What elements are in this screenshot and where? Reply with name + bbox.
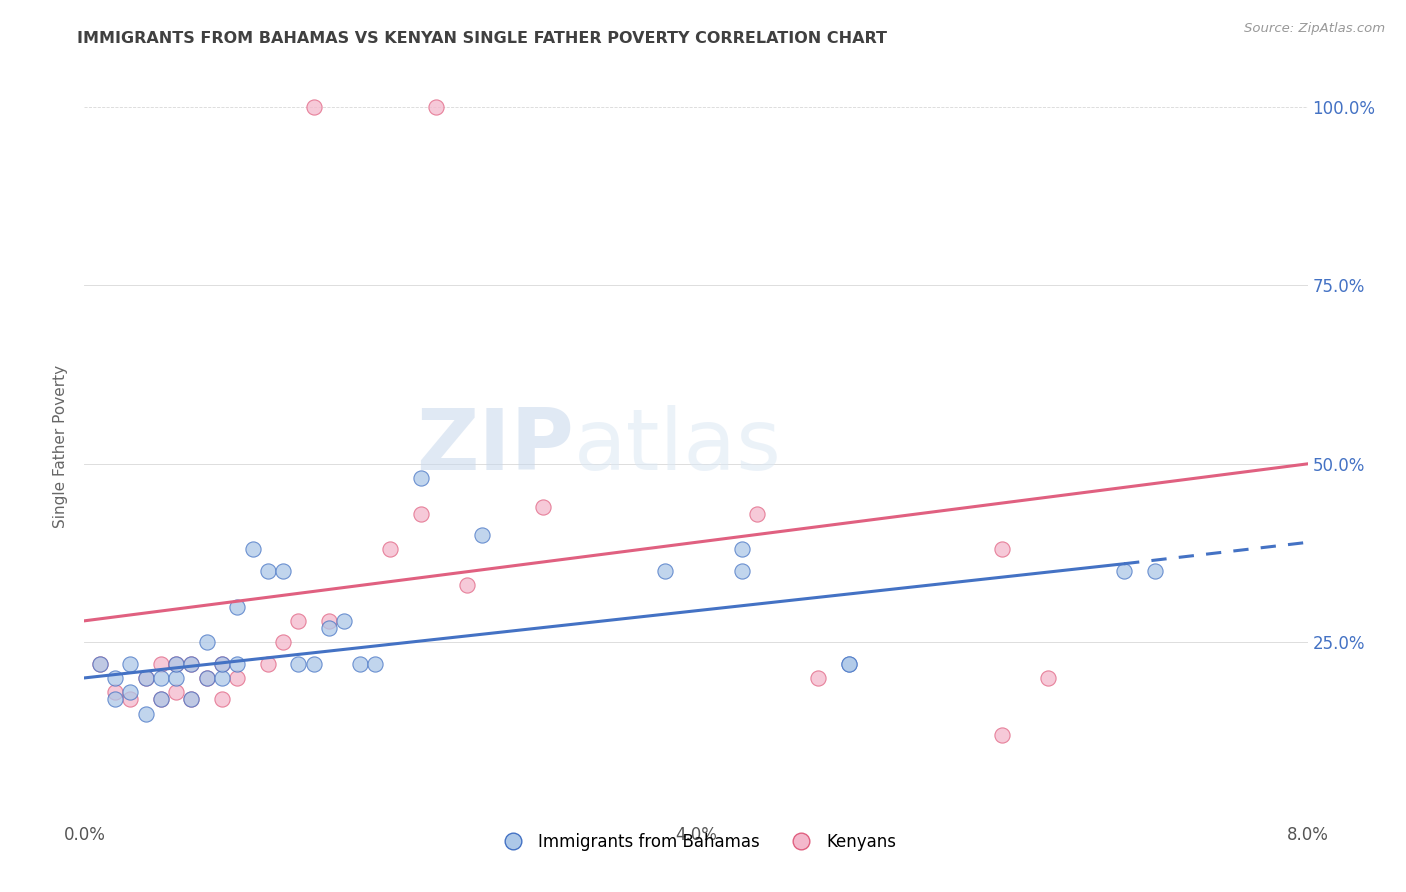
Point [1114, 564, 1136, 578]
Point [180, 657, 202, 671]
Text: Source: ZipAtlas.com: Source: ZipAtlas.com [1244, 22, 1385, 36]
Point [747, 507, 769, 521]
Point [226, 671, 249, 685]
Point [211, 692, 233, 706]
Point [271, 564, 294, 578]
Point [135, 671, 157, 685]
Point [180, 692, 202, 706]
Point [211, 657, 233, 671]
Point [195, 635, 218, 649]
Point [226, 657, 249, 671]
Point [120, 685, 142, 699]
Point [409, 471, 432, 485]
Point [211, 657, 233, 671]
Point [104, 671, 127, 685]
Point [135, 671, 157, 685]
Point [731, 542, 754, 557]
Point [149, 657, 172, 671]
Point [991, 728, 1014, 742]
Point [409, 507, 432, 521]
Point [838, 657, 860, 671]
Point [271, 635, 294, 649]
Point [1036, 671, 1059, 685]
Point [226, 599, 249, 614]
Point [425, 100, 447, 114]
Point [242, 542, 264, 557]
Point [149, 692, 172, 706]
Y-axis label: Single Father Poverty: Single Father Poverty [53, 365, 69, 527]
Legend: Immigrants from Bahamas, Kenyans: Immigrants from Bahamas, Kenyans [489, 826, 903, 857]
Point [195, 671, 218, 685]
Point [180, 692, 202, 706]
Point [654, 564, 676, 578]
Point [318, 614, 340, 628]
Text: IMMIGRANTS FROM BAHAMAS VS KENYAN SINGLE FATHER POVERTY CORRELATION CHART: IMMIGRANTS FROM BAHAMAS VS KENYAN SINGLE… [77, 31, 887, 46]
Point [333, 614, 356, 628]
Point [838, 657, 860, 671]
Point [89, 657, 111, 671]
Point [349, 657, 371, 671]
Point [195, 671, 218, 685]
Text: atlas: atlas [574, 404, 782, 488]
Point [456, 578, 478, 592]
Point [149, 671, 172, 685]
Point [1143, 564, 1166, 578]
Point [807, 671, 830, 685]
Point [120, 657, 142, 671]
Text: ZIP: ZIP [416, 404, 574, 488]
Point [180, 657, 202, 671]
Point [287, 657, 309, 671]
Point [731, 564, 754, 578]
Point [302, 100, 325, 114]
Point [257, 657, 280, 671]
Point [89, 657, 111, 671]
Point [211, 671, 233, 685]
Point [165, 657, 187, 671]
Point [471, 528, 494, 542]
Point [364, 657, 387, 671]
Point [380, 542, 402, 557]
Point [287, 614, 309, 628]
Point [318, 621, 340, 635]
Point [165, 671, 187, 685]
Point [302, 657, 325, 671]
Point [135, 706, 157, 721]
Point [991, 542, 1014, 557]
Point [165, 657, 187, 671]
Point [257, 564, 280, 578]
Point [104, 685, 127, 699]
Point [149, 692, 172, 706]
Point [165, 685, 187, 699]
Point [531, 500, 554, 514]
Point [120, 692, 142, 706]
Point [104, 692, 127, 706]
